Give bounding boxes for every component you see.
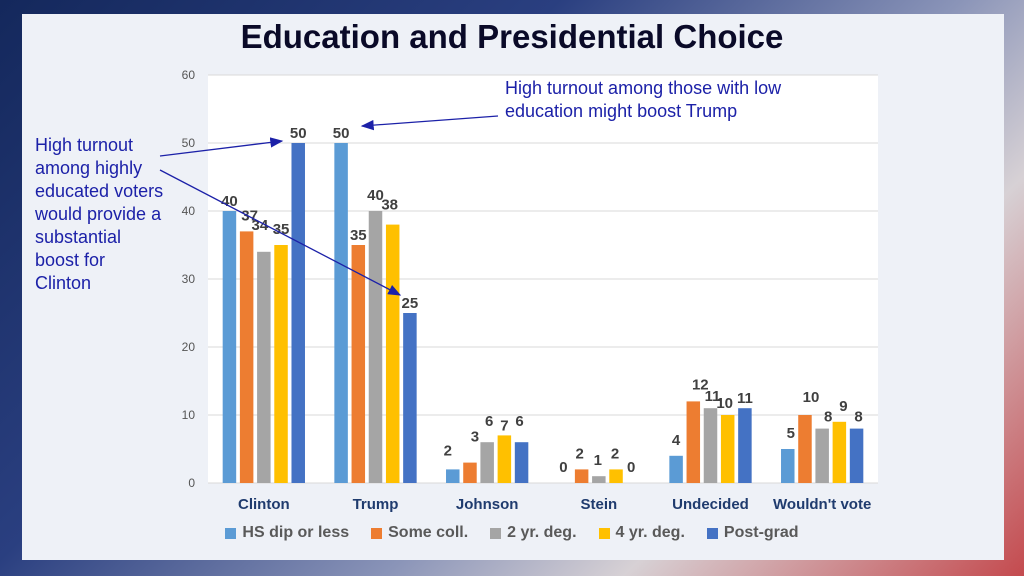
annotation-clinton: High turnout among highly educated voter… — [35, 135, 164, 293]
data-label: 6 — [515, 413, 523, 430]
y-tick-label: 20 — [182, 340, 196, 354]
data-label: 35 — [273, 221, 290, 238]
data-label: 11 — [737, 390, 753, 407]
data-label: 4 — [672, 432, 681, 449]
y-tick-label: 30 — [182, 272, 196, 286]
data-label: 38 — [381, 197, 398, 214]
legend-label: Some coll. — [388, 524, 469, 541]
category-label: Clinton — [238, 496, 290, 513]
data-label: 50 — [333, 125, 350, 142]
bar — [798, 415, 812, 483]
arrow-to-clinton-postgrad — [159, 137, 284, 157]
y-tick-label: 10 — [182, 408, 196, 422]
data-label: 2 — [444, 442, 452, 459]
bar — [351, 245, 366, 483]
data-label: 7 — [500, 417, 508, 434]
category-label: Trump — [353, 496, 399, 513]
data-label: 8 — [824, 409, 832, 426]
legend-label: Post-grad — [723, 524, 799, 541]
legend-swatch — [706, 527, 718, 539]
bar — [403, 313, 417, 483]
data-label: 25 — [402, 295, 419, 312]
data-label: 37 — [241, 207, 258, 224]
data-label: 8 — [854, 409, 862, 426]
arrow-to-trump-postgrad — [159, 169, 402, 296]
data-label: 6 — [485, 413, 493, 430]
data-label: 3 — [471, 429, 479, 446]
bar — [686, 401, 701, 483]
arrow-to-trump-hs — [360, 115, 499, 131]
data-label: 2 — [611, 445, 619, 462]
category-label: Stein — [580, 496, 617, 513]
data-label: 1 — [594, 452, 602, 469]
category-label: Wouldn't vote — [773, 496, 871, 513]
legend-label: HS dip or less — [242, 524, 350, 541]
y-tick-label: 50 — [182, 136, 196, 150]
data-label: 0 — [559, 459, 567, 476]
legend-swatch — [371, 527, 383, 539]
legend-swatch — [598, 527, 610, 539]
data-label: 10 — [803, 389, 820, 406]
legend-swatch — [225, 527, 237, 539]
legend-item: 2 yr. deg. — [490, 524, 577, 542]
bar — [497, 435, 512, 483]
legend-label: 2 yr. deg. — [507, 524, 577, 541]
bar — [239, 231, 254, 483]
bar — [222, 211, 237, 483]
chart-title: Education and Presidential Choice — [240, 18, 784, 55]
category-label: Johnson — [456, 496, 519, 513]
bar — [609, 469, 623, 483]
bar — [274, 245, 288, 483]
data-label: 35 — [350, 227, 367, 244]
bar — [446, 469, 460, 483]
bar — [291, 143, 305, 483]
annotation-trump: High turnout among those with low educat… — [505, 78, 782, 121]
legend-swatch — [490, 527, 502, 539]
bar — [781, 449, 795, 483]
category-label: Undecided — [672, 496, 749, 513]
bar — [334, 143, 348, 483]
y-tick-label: 40 — [182, 204, 196, 218]
bar — [703, 408, 718, 483]
bar — [257, 251, 271, 483]
bar — [849, 428, 864, 483]
bar — [738, 408, 752, 483]
bar — [385, 224, 400, 483]
bar — [832, 421, 847, 483]
bar — [720, 415, 735, 483]
bar — [463, 462, 477, 483]
data-label: 5 — [787, 425, 795, 442]
bar — [514, 442, 529, 483]
legend-item: Some coll. — [371, 524, 468, 542]
bar — [815, 428, 829, 483]
chart-legend: HS dip or less Some coll. 2 yr. deg. 4 yr. … — [0, 524, 1024, 542]
data-label: 34 — [251, 217, 268, 234]
bar — [592, 476, 606, 483]
data-label: 50 — [290, 125, 307, 142]
data-label: 12 — [692, 376, 709, 393]
data-label: 9 — [839, 398, 847, 415]
y-tick-label: 60 — [182, 68, 196, 82]
bar — [480, 442, 494, 483]
bar — [669, 455, 683, 483]
y-tick-label: 0 — [188, 476, 195, 490]
legend-item: Post-grad — [706, 524, 799, 542]
data-label: 0 — [627, 459, 635, 476]
bar — [574, 469, 589, 483]
data-label: 11 — [705, 388, 721, 405]
legend-label: 4 yr. deg. — [615, 524, 685, 541]
data-label: 40 — [221, 193, 238, 210]
legend-item: HS dip or less — [225, 524, 349, 542]
data-label: 2 — [575, 445, 583, 462]
data-label: 10 — [716, 395, 733, 412]
data-label: 40 — [367, 187, 384, 204]
legend-item: 4 yr. deg. — [598, 524, 685, 542]
bar — [368, 211, 383, 483]
